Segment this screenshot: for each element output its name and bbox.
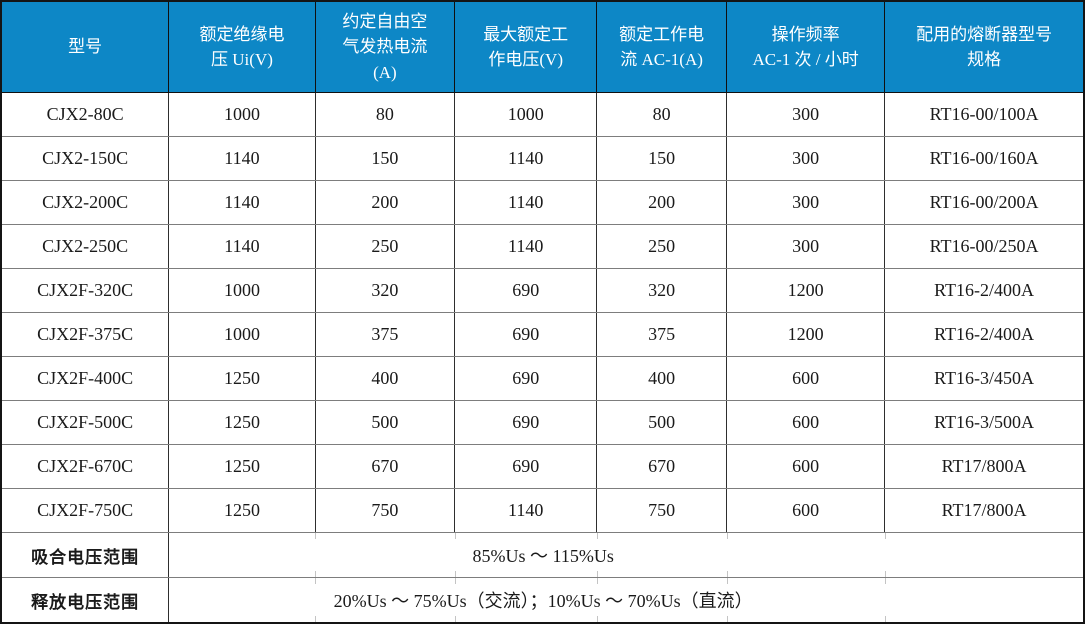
value-cell: 500 — [596, 400, 728, 445]
value-cell: RT16-00/160A — [884, 136, 1085, 181]
model-cell: CJX2F-375C — [0, 312, 170, 357]
value-cell: RT16-00/100A — [884, 92, 1085, 137]
value-cell: 690 — [454, 268, 598, 313]
value-cell: 1140 — [168, 180, 316, 225]
value-cell: 300 — [726, 224, 886, 269]
value-cell: RT16-3/500A — [884, 400, 1085, 445]
release-voltage-row: 释放电压范围 20%Us ～ 75%Us（交流）；10%Us ～ 70%Us（直… — [0, 577, 1085, 624]
value-cell: 1000 — [168, 268, 316, 313]
value-cell: 320 — [314, 268, 456, 313]
model-cell: CJX2F-320C — [0, 268, 170, 313]
table-row: CJX2F-375C 1000 375 690 375 1200 RT16-2/400A — [0, 312, 1085, 357]
model-cell: CJX2F-500C — [0, 400, 170, 445]
model-cell: CJX2-150C — [0, 136, 170, 181]
pickup-voltage-value: 85%Us ～ 115%Us — [168, 532, 1085, 578]
value-cell: 375 — [596, 312, 728, 357]
value-cell: 1250 — [168, 356, 316, 401]
value-cell: RT16-2/400A — [884, 312, 1085, 357]
value-cell: 750 — [596, 488, 728, 533]
column-header-model: 型号 — [0, 0, 170, 93]
value-cell: 600 — [726, 488, 886, 533]
table-row: CJX2F-750C 1250 750 1140 750 600 RT17/800A — [0, 488, 1085, 533]
table-row: CJX2-200C 1140 200 1140 200 300 RT16-00/200A — [0, 180, 1085, 225]
value-cell: 200 — [314, 180, 456, 225]
value-cell: 670 — [596, 444, 728, 489]
pickup-voltage-label: 吸合电压范围 — [0, 532, 170, 578]
value-cell: 150 — [314, 136, 456, 181]
table-row: CJX2-250C 1140 250 1140 250 300 RT16-00/250A — [0, 224, 1085, 269]
column-header-fuse-spec: 配用的熔断器型号 规格 — [884, 0, 1085, 93]
value-cell: RT16-00/200A — [884, 180, 1085, 225]
value-cell: RT17/800A — [884, 444, 1085, 489]
value-cell: 80 — [314, 92, 456, 137]
value-cell: 400 — [596, 356, 728, 401]
value-cell: 690 — [454, 356, 598, 401]
value-cell: 1140 — [454, 224, 598, 269]
table-header: 型号 额定绝缘电 压 Ui(V) 约定自由空 气发热电流 (A) 最大额定工 作… — [0, 0, 1085, 93]
value-cell: 250 — [314, 224, 456, 269]
value-cell: 600 — [726, 444, 886, 489]
value-cell: 1140 — [168, 224, 316, 269]
release-voltage-label: 释放电压范围 — [0, 577, 170, 624]
value-cell: 1140 — [168, 136, 316, 181]
value-cell: 500 — [314, 400, 456, 445]
table-row: CJX2F-400C 1250 400 690 400 600 RT16-3/450A — [0, 356, 1085, 401]
table-row: CJX2F-670C 1250 670 690 670 600 RT17/800A — [0, 444, 1085, 489]
value-cell: 600 — [726, 400, 886, 445]
model-cell: CJX2-80C — [0, 92, 170, 137]
table-row: CJX2F-320C 1000 320 690 320 1200 RT16-2/400A — [0, 268, 1085, 313]
table-row: CJX2-150C 1140 150 1140 150 300 RT16-00/160A — [0, 136, 1085, 181]
model-cell: CJX2F-670C — [0, 444, 170, 489]
column-header-working-current: 额定工作电 流 AC-1(A) — [596, 0, 728, 93]
model-cell: CJX2F-750C — [0, 488, 170, 533]
value-cell: 250 — [596, 224, 728, 269]
value-cell: 1140 — [454, 488, 598, 533]
value-cell: 375 — [314, 312, 456, 357]
value-cell: RT17/800A — [884, 488, 1085, 533]
value-cell: 1200 — [726, 268, 886, 313]
value-cell: 1250 — [168, 400, 316, 445]
value-cell: RT16-3/450A — [884, 356, 1085, 401]
value-cell: RT16-2/400A — [884, 268, 1085, 313]
value-cell: 1200 — [726, 312, 886, 357]
table-row: CJX2-80C 1000 80 1000 80 300 RT16-00/100A — [0, 92, 1085, 137]
table-row: CJX2F-500C 1250 500 690 500 600 RT16-3/500A — [0, 400, 1085, 445]
value-cell: 300 — [726, 92, 886, 137]
value-cell: 600 — [726, 356, 886, 401]
header-row: 型号 额定绝缘电 压 Ui(V) 约定自由空 气发热电流 (A) 最大额定工 作… — [0, 0, 1085, 93]
value-cell: 1000 — [454, 92, 598, 137]
value-cell: 80 — [596, 92, 728, 137]
column-header-max-voltage: 最大额定工 作电压(V) — [454, 0, 598, 93]
value-cell: 300 — [726, 180, 886, 225]
release-voltage-value: 20%Us ～ 75%Us（交流）；10%Us ～ 70%Us（直流） — [168, 577, 1085, 624]
value-cell: 1140 — [454, 180, 598, 225]
table-body: CJX2-80C 1000 80 1000 80 300 RT16-00/100A CJX2-… — [0, 92, 1085, 533]
value-cell: 400 — [314, 356, 456, 401]
value-cell: 300 — [726, 136, 886, 181]
column-header-operating-freq: 操作频率 AC-1 次 / 小时 — [726, 0, 886, 93]
value-cell: 690 — [454, 400, 598, 445]
pickup-voltage-row: 吸合电压范围 85%Us ～ 115%Us — [0, 532, 1085, 578]
value-cell: 1250 — [168, 444, 316, 489]
model-cell: CJX2-250C — [0, 224, 170, 269]
table-footer: 吸合电压范围 85%Us ～ 115%Us 释放电压范围 20%Us ～ 75%… — [0, 532, 1085, 624]
value-cell: 750 — [314, 488, 456, 533]
value-cell: 200 — [596, 180, 728, 225]
value-cell: 1000 — [168, 92, 316, 137]
value-cell: 1140 — [454, 136, 598, 181]
value-cell: 320 — [596, 268, 728, 313]
value-cell: 690 — [454, 444, 598, 489]
value-cell: 1250 — [168, 488, 316, 533]
column-header-thermal-current: 约定自由空 气发热电流 (A) — [314, 0, 456, 93]
value-cell: 150 — [596, 136, 728, 181]
value-cell: 1000 — [168, 312, 316, 357]
model-cell: CJX2-200C — [0, 180, 170, 225]
column-header-insulation-voltage: 额定绝缘电 压 Ui(V) — [168, 0, 316, 93]
value-cell: 690 — [454, 312, 598, 357]
value-cell: RT16-00/250A — [884, 224, 1085, 269]
value-cell: 670 — [314, 444, 456, 489]
model-cell: CJX2F-400C — [0, 356, 170, 401]
